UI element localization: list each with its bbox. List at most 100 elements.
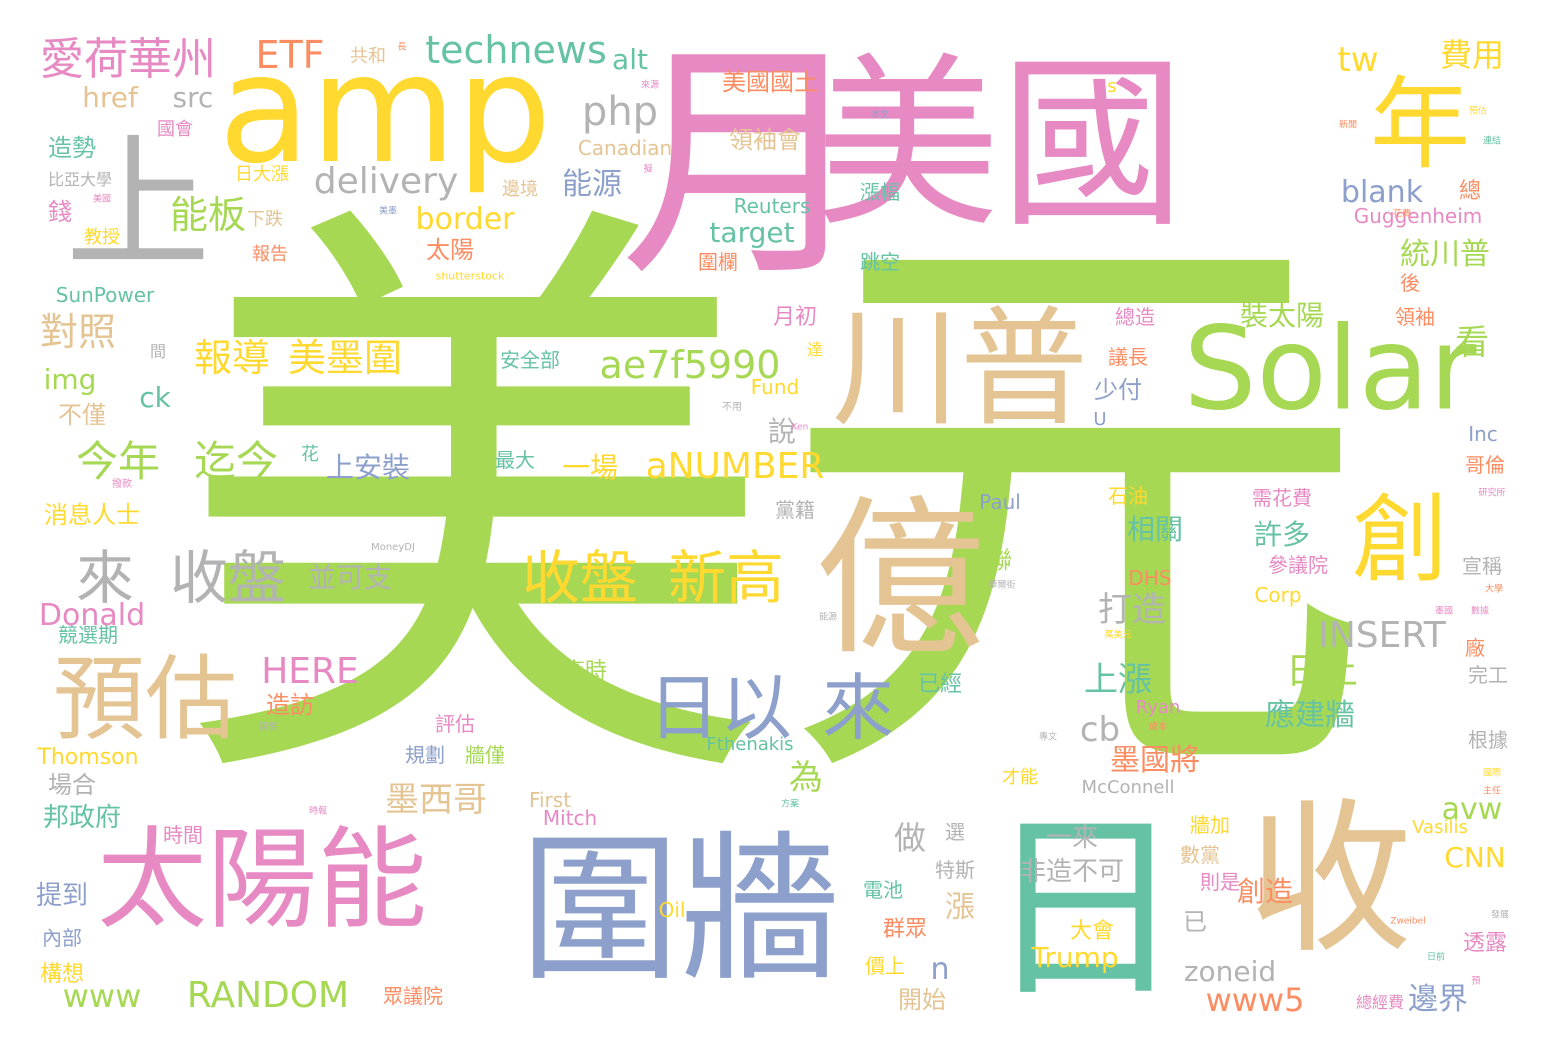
- word: 已經: [917, 672, 963, 697]
- word: 數黨: [1180, 843, 1220, 867]
- word: 日上: [1285, 651, 1359, 692]
- word: www: [62, 977, 142, 1015]
- word: ETF: [255, 33, 325, 77]
- word: 創造: [1236, 875, 1294, 908]
- word: 則是: [1200, 870, 1240, 894]
- word: Inc: [1468, 422, 1498, 446]
- word: 比亞大學: [47, 170, 113, 189]
- word: 時報: [308, 806, 328, 817]
- word: 日大漲: [235, 164, 289, 185]
- word: 上: [65, 120, 211, 290]
- word: 太陽: [426, 236, 474, 264]
- word: Donald: [38, 598, 146, 633]
- word: 媒體: [258, 722, 278, 733]
- word: blank: [1340, 175, 1424, 210]
- word: 構想: [39, 962, 85, 987]
- word: 墨國: [1434, 606, 1454, 617]
- word: Guggenheim: [1353, 204, 1483, 228]
- word: 新高: [667, 544, 785, 612]
- word: 間: [149, 342, 167, 361]
- word: 規劃: [405, 743, 445, 767]
- word: 打造: [1098, 590, 1166, 630]
- word: 競選期: [58, 623, 118, 647]
- word: 漲: [945, 890, 975, 925]
- word: 花費: [1392, 209, 1412, 220]
- word: php: [581, 89, 659, 135]
- word: 跳空: [860, 250, 900, 274]
- word: 邊境: [502, 179, 538, 200]
- word: 迄今: [193, 437, 279, 486]
- word: 邦政府: [42, 803, 122, 833]
- word: Vasilis: [1412, 817, 1468, 838]
- word: Reuters: [733, 194, 811, 218]
- word: 統川普: [1400, 237, 1490, 272]
- word: 不僅: [58, 401, 106, 429]
- word: 石油: [1108, 484, 1148, 508]
- word: 時間: [163, 823, 203, 847]
- word: 主任: [1482, 786, 1502, 797]
- word: 國際: [1482, 768, 1502, 779]
- word: 收: [1247, 783, 1413, 976]
- word: 對照: [39, 310, 117, 354]
- word: 撥款: [112, 479, 132, 490]
- word: 非造不可: [1019, 857, 1125, 887]
- word: 美墨: [378, 206, 398, 217]
- word: Solar: [1183, 302, 1477, 437]
- word: 來: [75, 544, 135, 612]
- word: Zweibel: [1390, 916, 1426, 927]
- word: 教授: [84, 227, 120, 248]
- word: 預: [1471, 976, 1481, 987]
- word: border: [415, 202, 515, 237]
- word: HERE: [261, 651, 359, 692]
- word: 為: [789, 758, 823, 798]
- word: 來: [821, 666, 895, 750]
- word: 費用: [1439, 36, 1505, 74]
- word: Paul: [979, 490, 1021, 514]
- word: 消息人士: [44, 501, 140, 529]
- word: 造訪: [266, 691, 314, 719]
- word: 價上: [865, 954, 905, 978]
- word: 一場: [561, 451, 619, 484]
- word: alt: [612, 43, 648, 76]
- word: 成本: [1148, 722, 1168, 733]
- word: technews: [425, 28, 607, 72]
- word: 總經費: [1355, 993, 1405, 1012]
- word: 月初: [772, 305, 818, 330]
- word: s: [1107, 76, 1117, 97]
- word: 最大: [495, 448, 535, 472]
- word: 商時: [562, 659, 608, 684]
- word: Corp: [1254, 583, 1302, 607]
- word: 墨西哥: [385, 780, 487, 820]
- word: 華爾街: [988, 580, 1016, 591]
- word: 創: [1352, 484, 1448, 596]
- word: 首次: [589, 692, 635, 717]
- word: 群眾: [882, 917, 928, 942]
- word: 長: [397, 42, 407, 53]
- word: 方案: [780, 799, 800, 810]
- word: ck: [139, 381, 171, 414]
- word: 太陽能: [97, 816, 427, 944]
- word: McConnell: [1081, 777, 1175, 798]
- word: SunPower: [55, 283, 155, 307]
- word: 新聞: [1338, 120, 1358, 131]
- word: 開始: [898, 986, 946, 1014]
- word: 提到: [35, 881, 89, 911]
- word: 黨籍: [775, 498, 815, 522]
- word: 擬: [643, 164, 653, 175]
- word: 能源: [562, 167, 622, 202]
- word: 美國國土: [722, 68, 818, 96]
- word: 研究所: [1478, 488, 1506, 499]
- word: 美墨圍: [287, 336, 403, 380]
- word: 哥倫: [1465, 453, 1505, 477]
- word: 能板: [169, 193, 247, 237]
- word: Fund: [750, 375, 800, 399]
- word: 億: [814, 481, 986, 679]
- word: 說: [767, 415, 797, 448]
- word: img: [43, 363, 97, 396]
- word: 國會: [157, 119, 193, 140]
- word: 日前: [1426, 952, 1446, 963]
- word: 總: [1458, 179, 1482, 204]
- word: 萬美元: [1104, 630, 1132, 641]
- word: 評估: [435, 712, 475, 736]
